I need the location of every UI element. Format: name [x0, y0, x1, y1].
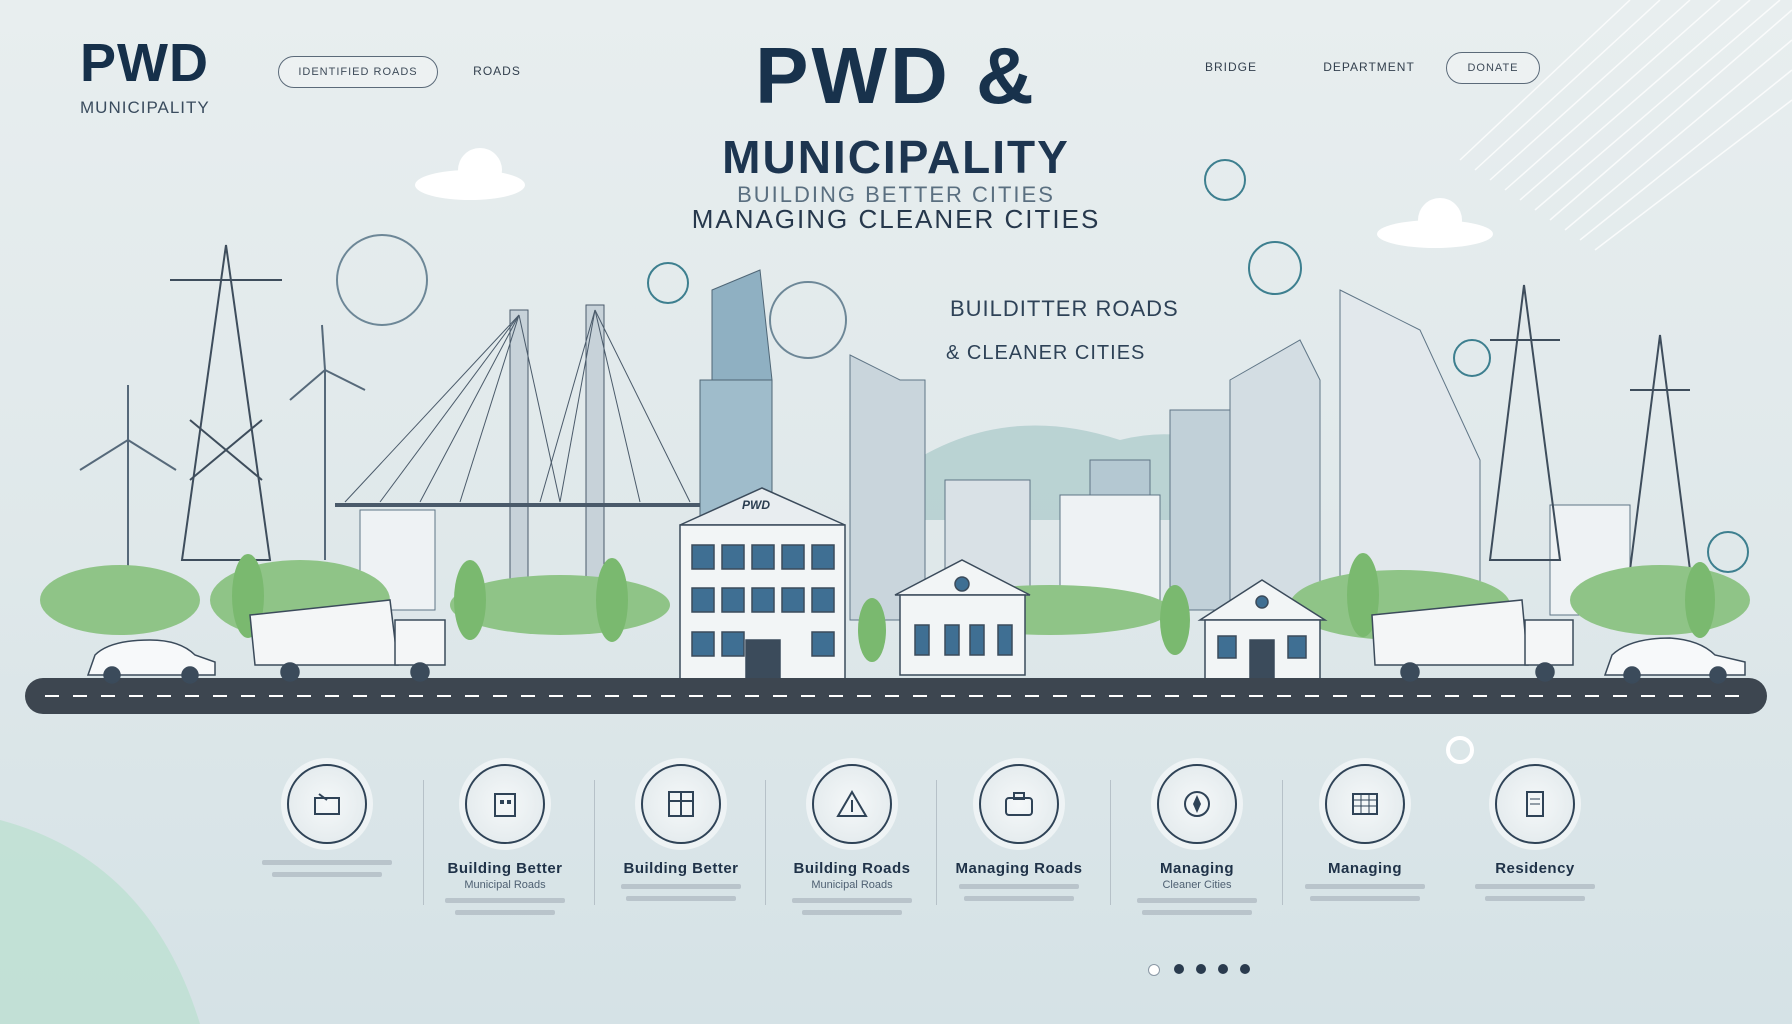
feature-subtitle: Municipal Roads: [464, 879, 546, 891]
office-icon: [641, 764, 721, 844]
hero-tagline-main: MANAGING CLEANER CITIES: [691, 204, 1101, 234]
pagination-dot[interactable]: [1218, 964, 1228, 974]
feature-title: Managing Roads: [955, 860, 1083, 877]
wind-turbines: [79, 324, 366, 585]
nav-link-bridge[interactable]: BRIDGE: [1204, 60, 1257, 74]
compass-icon: [1157, 764, 1237, 844]
feature-subtitle: Cleaner Cities: [1162, 879, 1232, 891]
feature-divider: [765, 780, 766, 905]
feature-card-3[interactable]: Building Better: [606, 764, 756, 901]
logo-subtitle: MUNICIPALITY: [80, 98, 210, 117]
clouds: [415, 148, 1493, 248]
hero-title: PWD & MUNICIPALITY: [0, 36, 1792, 184]
nav-link-roads[interactable]: ROADS: [473, 64, 521, 78]
cars-and-trucks: [86, 599, 1746, 684]
triangle-road-icon: [812, 764, 892, 844]
hand-icon: [287, 764, 367, 844]
feature-divider: [423, 780, 424, 905]
pagination-dot[interactable]: [1148, 964, 1160, 976]
feature-description-line: [1475, 884, 1595, 889]
hero-side-text-line2: & CLEANER CITIES: [946, 342, 1146, 364]
carousel-pagination: [1148, 962, 1268, 976]
city-grid-icon: [1325, 764, 1405, 844]
briefcase-icon: [979, 764, 1059, 844]
site-logo[interactable]: PWD MUNICIPALITY: [80, 36, 210, 118]
feature-title: Managing: [1160, 860, 1234, 877]
feature-title: Building Better: [447, 860, 563, 877]
feature-description-line: [272, 872, 382, 877]
document-icon: [1495, 764, 1575, 844]
feature-title: Residency: [1495, 860, 1575, 877]
feature-description-line: [455, 910, 555, 915]
feature-description-line: [626, 896, 736, 901]
feature-description-line: [262, 860, 392, 865]
bottom-left-arc-decor: [0, 820, 200, 1024]
feature-divider: [594, 780, 595, 905]
town-hall-building: [894, 559, 1031, 676]
suspension-bridge: [335, 304, 700, 586]
feature-description-line: [959, 884, 1079, 889]
floating-circles-decor: [336, 159, 1749, 764]
nav-pill-identified-roads[interactable]: IDENTIFIED ROADS: [278, 56, 438, 88]
feature-title: Managing: [1328, 860, 1402, 877]
diagonal-lines-decor: [1459, 0, 1792, 251]
logo-title: PWD: [80, 33, 209, 93]
feature-card-6[interactable]: Managing Cleaner Cities: [1122, 764, 1272, 915]
hero-tagline-top: BUILDING BETTER CITIES: [737, 182, 1055, 207]
feature-card-8[interactable]: Residency: [1460, 764, 1610, 901]
feature-description-line: [1310, 896, 1420, 901]
feature-divider: [1110, 780, 1111, 905]
pagination-dot[interactable]: [1174, 964, 1184, 974]
feature-card-1[interactable]: [252, 764, 402, 877]
pwd-building: [679, 487, 846, 681]
feature-description-line: [445, 898, 565, 903]
feature-description-line: [1305, 884, 1425, 889]
feature-description-line: [621, 884, 741, 889]
feature-card-4[interactable]: Building Roads Municipal Roads: [777, 764, 927, 915]
feature-subtitle: Municipal Roads: [811, 879, 893, 891]
feature-card-7[interactable]: Managing: [1290, 764, 1440, 901]
feature-description-line: [792, 898, 912, 903]
feature-card-5[interactable]: Managing Roads: [944, 764, 1094, 901]
pagination-dot[interactable]: [1240, 964, 1250, 974]
feature-description-line: [1137, 898, 1257, 903]
hero-title-line1: PWD &: [755, 31, 1037, 120]
nav-link-department[interactable]: DEPARTMENT: [1323, 60, 1415, 74]
feature-description-line: [964, 896, 1074, 901]
hero-side-text-line1: BUILDITTER ROADS: [950, 296, 1179, 321]
feature-divider: [1282, 780, 1283, 905]
feature-description-line: [802, 910, 902, 915]
feature-title: Building Better: [623, 860, 739, 877]
feature-card-2[interactable]: Building Better Municipal Roads: [430, 764, 580, 915]
nav-pill-donate[interactable]: DONATE: [1446, 52, 1540, 84]
building-icon: [465, 764, 545, 844]
feature-description-line: [1485, 896, 1585, 901]
building-sign: PWD: [742, 498, 770, 512]
hero-title-line2: MUNICIPALITY: [722, 131, 1070, 183]
feature-title: Building Roads: [793, 860, 911, 877]
feature-description-line: [1142, 910, 1252, 915]
pagination-dot[interactable]: [1196, 964, 1206, 974]
feature-divider: [936, 780, 937, 905]
